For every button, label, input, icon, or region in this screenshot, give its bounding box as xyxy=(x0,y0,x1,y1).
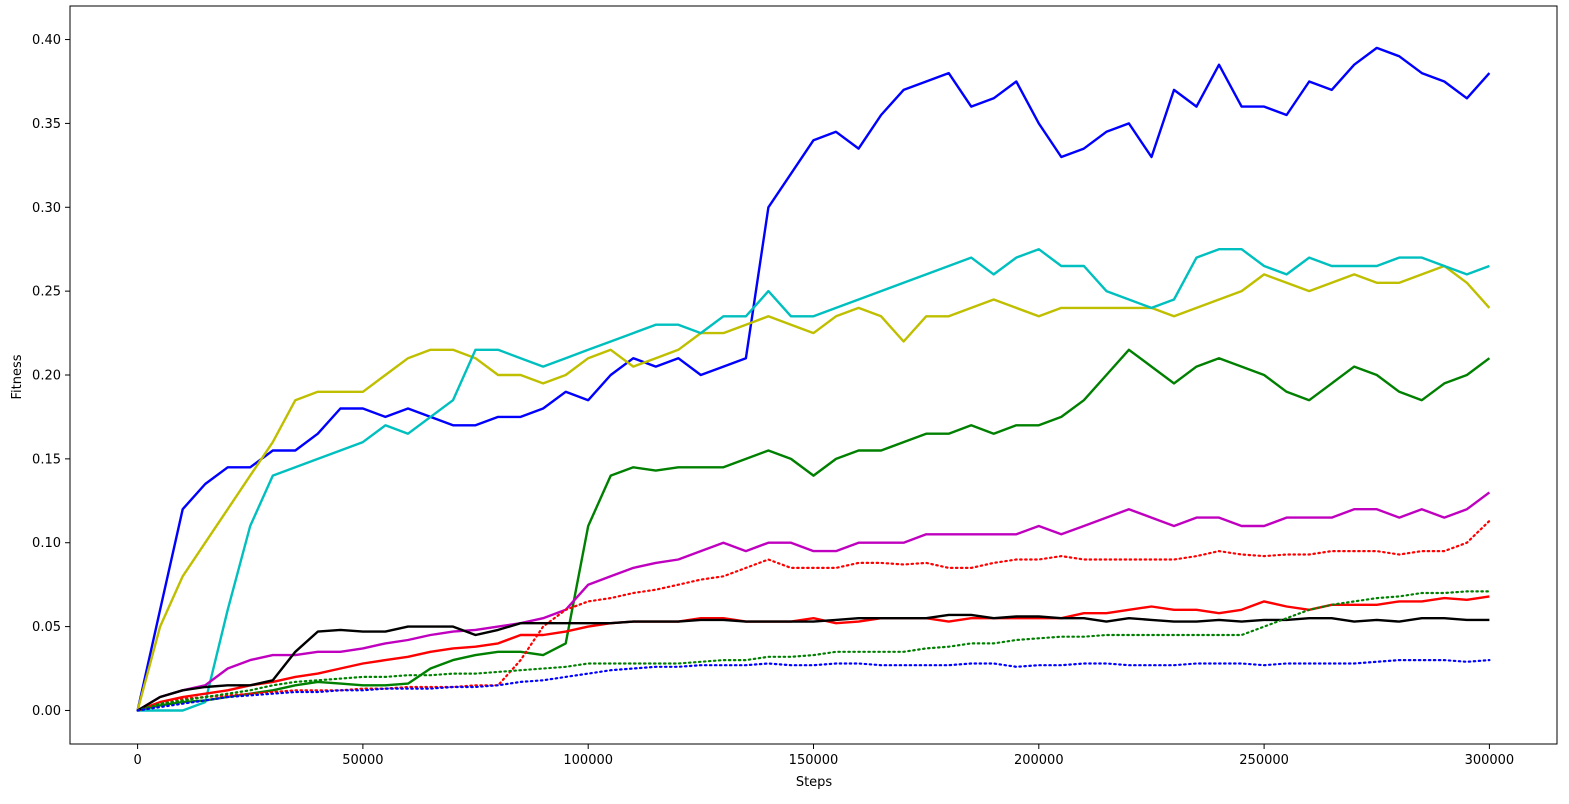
series-line-9 xyxy=(136,590,1491,712)
x-tick-label: 100000 xyxy=(563,753,613,768)
series-line-4 xyxy=(137,348,1491,712)
series-line-3 xyxy=(137,248,1490,712)
x-axis-label: Steps xyxy=(796,775,833,790)
x-tick-label: 150000 xyxy=(789,753,839,768)
plot-frame xyxy=(69,5,1558,745)
series-line-10 xyxy=(136,659,1491,712)
y-tick-label: 0.40 xyxy=(32,33,61,48)
series-layer xyxy=(136,46,1491,712)
y-tick-label: 0.35 xyxy=(32,117,61,132)
x-tick-label: 300000 xyxy=(1465,753,1515,768)
series-line-1 xyxy=(136,46,1491,711)
axes-layer: 0 50000 100000 150000 200000 250000 300000 0.00… xyxy=(32,5,1558,768)
x-tick-label: 200000 xyxy=(1014,753,1064,768)
series-line-5 xyxy=(136,491,1491,712)
y-tick-label: 0.20 xyxy=(32,369,61,384)
series-line-7 xyxy=(137,595,1490,712)
y-tick-label: 0.30 xyxy=(32,201,61,216)
y-tick-label: 0.00 xyxy=(32,704,61,719)
series-line-8 xyxy=(136,613,1490,712)
series-line-6 xyxy=(136,519,1491,712)
x-tick-label: 50000 xyxy=(342,753,383,768)
y-tick-label: 0.05 xyxy=(32,620,61,635)
series-line-2 xyxy=(136,264,1491,711)
y-axis-label: Fitness xyxy=(10,354,25,399)
x-tick-label: 250000 xyxy=(1239,753,1289,768)
x-tick-label: 0 xyxy=(133,753,141,768)
y-tick-label: 0.10 xyxy=(32,536,61,551)
y-tick-label: 0.15 xyxy=(32,452,61,467)
y-tick-label: 0.25 xyxy=(32,285,61,300)
